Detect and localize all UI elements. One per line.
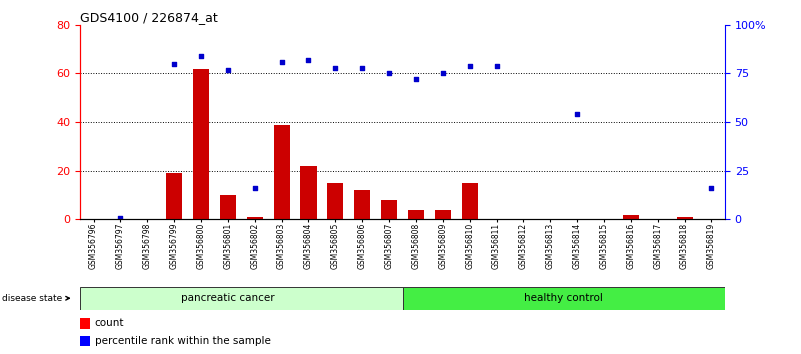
Text: GSM356815: GSM356815 <box>599 223 609 269</box>
Text: GSM356817: GSM356817 <box>654 223 662 269</box>
Point <box>221 67 234 72</box>
Bar <box>247 217 263 219</box>
FancyBboxPatch shape <box>80 287 402 310</box>
Text: count: count <box>95 318 124 328</box>
Text: GSM356818: GSM356818 <box>680 223 689 269</box>
Point <box>437 70 449 76</box>
Bar <box>300 166 316 219</box>
Text: pancreatic cancer: pancreatic cancer <box>181 293 275 303</box>
Text: GSM356801: GSM356801 <box>223 223 232 269</box>
Bar <box>80 336 90 346</box>
Text: GSM356802: GSM356802 <box>250 223 260 269</box>
Point <box>114 215 127 220</box>
Text: GSM356799: GSM356799 <box>170 223 179 269</box>
Bar <box>677 217 693 219</box>
Text: GSM356796: GSM356796 <box>89 223 98 269</box>
Bar <box>408 210 424 219</box>
Bar <box>354 190 370 219</box>
Point <box>167 61 180 67</box>
Bar <box>166 173 182 219</box>
Point <box>302 57 315 63</box>
Text: GSM356811: GSM356811 <box>492 223 501 269</box>
Text: GSM356800: GSM356800 <box>196 223 206 269</box>
Text: GDS4100 / 226874_at: GDS4100 / 226874_at <box>80 11 218 24</box>
Text: GSM356803: GSM356803 <box>277 223 286 269</box>
Point <box>490 63 503 68</box>
Text: GSM356805: GSM356805 <box>331 223 340 269</box>
Text: GSM356814: GSM356814 <box>573 223 582 269</box>
Text: GSM356819: GSM356819 <box>707 223 716 269</box>
Text: GSM356812: GSM356812 <box>519 223 528 269</box>
Text: percentile rank within the sample: percentile rank within the sample <box>95 336 271 346</box>
FancyBboxPatch shape <box>402 287 725 310</box>
Bar <box>219 195 236 219</box>
Text: healthy control: healthy control <box>525 293 603 303</box>
Text: GSM356806: GSM356806 <box>358 223 367 269</box>
Point <box>195 53 207 59</box>
Text: GSM356797: GSM356797 <box>116 223 125 269</box>
Text: disease state: disease state <box>2 294 70 303</box>
Bar <box>273 125 290 219</box>
Text: GSM356798: GSM356798 <box>143 223 151 269</box>
Point <box>329 65 342 70</box>
Text: GSM356813: GSM356813 <box>545 223 555 269</box>
Point <box>571 112 584 117</box>
Bar <box>435 210 451 219</box>
Text: GSM356804: GSM356804 <box>304 223 313 269</box>
Bar <box>381 200 397 219</box>
Text: GSM356808: GSM356808 <box>412 223 421 269</box>
Text: GSM356807: GSM356807 <box>384 223 393 269</box>
Bar <box>328 183 344 219</box>
Point <box>356 65 368 70</box>
Bar <box>193 69 209 219</box>
Point <box>276 59 288 64</box>
Point <box>248 185 261 191</box>
Bar <box>623 215 639 219</box>
Point <box>463 63 476 68</box>
Bar <box>461 183 477 219</box>
Point <box>409 76 422 82</box>
Point <box>705 185 718 191</box>
Bar <box>80 318 90 329</box>
Text: GSM356810: GSM356810 <box>465 223 474 269</box>
Text: GSM356809: GSM356809 <box>438 223 447 269</box>
Point <box>383 70 396 76</box>
Text: GSM356816: GSM356816 <box>626 223 635 269</box>
